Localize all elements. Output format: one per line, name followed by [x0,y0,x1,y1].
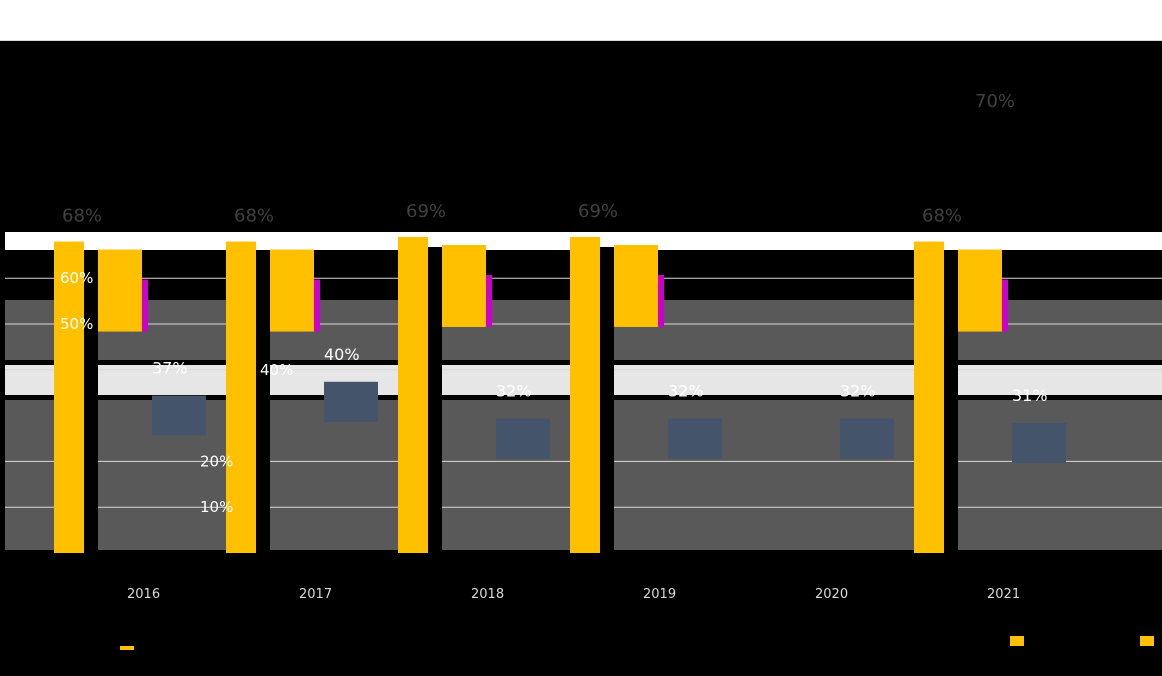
bar [958,249,1002,332]
x-category-label: 2018 [471,587,504,602]
bar-accent [142,279,148,332]
legend [120,636,1154,650]
y-tick-label: 50% [60,315,93,333]
data-label: 40% [324,345,360,364]
bar [270,249,314,332]
bar-gap [256,251,270,553]
bar-accent [658,274,664,327]
x-category-label: 2017 [299,587,332,602]
data-label: 31% [1012,386,1048,405]
data-labels: 68% 37% 68% 40% 69% 32% 69% 32% 32% 68% 31% 70% [62,91,1048,405]
bar-accent [486,274,492,327]
bar [398,236,428,554]
data-label: 32% [840,381,876,400]
data-label: 68% [62,206,102,227]
extra-data-label: 70% [975,91,1015,112]
bar [152,395,206,436]
data-label: 32% [668,381,704,400]
data-label: 69% [578,201,618,222]
bar-accent [1002,279,1008,332]
y-axis-ticks: 10% 20% 40% 50% 60% [60,269,293,516]
bar-gap [428,246,442,554]
y-tick-label: 60% [60,269,93,287]
legend-swatch [1140,636,1154,646]
data-label: 37% [152,359,188,378]
y-tick-label: 10% [200,498,233,516]
bar [1012,423,1066,464]
data-label: 69% [406,201,446,222]
bar [442,244,486,327]
bar [914,241,944,553]
legend-swatch [1010,636,1024,646]
bar [324,381,378,422]
chart-top-frame [0,0,1162,41]
bar [668,418,722,459]
data-label: 68% [234,206,274,227]
bar [840,418,894,459]
bar-gap [600,246,614,554]
bar [226,241,256,553]
bar [570,236,600,554]
bar [54,241,84,553]
x-category-label: 2016 [127,587,160,602]
data-label: 68% [922,206,962,227]
y-tick-label: 20% [200,452,233,470]
x-category-label: 2020 [815,587,848,602]
x-category-label: 2021 [987,587,1020,602]
bar-gap [944,251,958,553]
legend-swatch [120,646,134,650]
y-tick-label: 40% [260,361,293,379]
bar-accent [314,279,320,332]
bars [54,236,1066,554]
x-category-label: 2019 [643,587,676,602]
bar [614,244,658,327]
x-axis-categories: 2015201620172018201920202021 [127,587,1020,602]
bar [98,249,142,332]
bar [496,418,550,459]
bar-gap [84,251,98,553]
data-label: 32% [496,381,532,400]
